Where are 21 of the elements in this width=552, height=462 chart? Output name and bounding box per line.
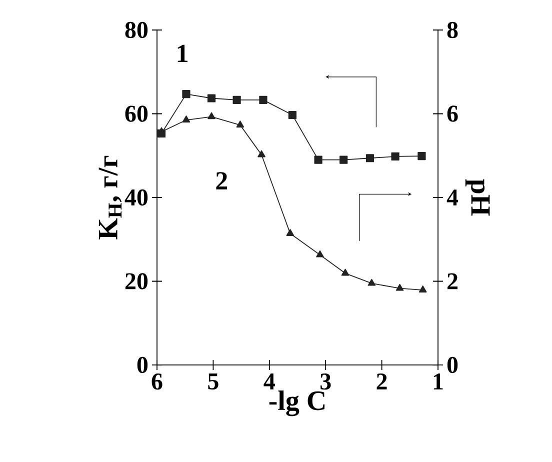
y2-tick-label: 6 — [447, 106, 458, 122]
x-tick-label: 3 — [320, 374, 331, 390]
y-tick-label: 40 — [124, 189, 148, 206]
y-tick-label: 0 — [137, 356, 148, 374]
y-tick-label: 20 — [125, 273, 148, 290]
x-tick-label: 6 — [152, 374, 162, 390]
y-tick-label: 80 — [125, 22, 148, 38]
y2-tick-label: 0 — [447, 356, 458, 374]
y-tick-label: 60 — [125, 106, 148, 122]
x-tick-label: 4 — [264, 374, 275, 390]
y2-tick-label: 8 — [447, 22, 458, 38]
annotation: 2 — [216, 172, 228, 190]
y-axis-title: K$_{H}$, г/г — [98, 156, 122, 240]
x-tick-label: 1 — [434, 374, 443, 390]
y2-axis-title: pH — [465, 179, 490, 216]
annotation: 1 — [178, 44, 188, 62]
y2-tick-label: 2 — [448, 273, 458, 290]
x-tick-label: 2 — [376, 374, 387, 390]
x-tick-label: 5 — [208, 374, 218, 390]
x-axis-title: -lg C — [269, 390, 324, 416]
y2-tick-label: 4 — [446, 190, 458, 206]
